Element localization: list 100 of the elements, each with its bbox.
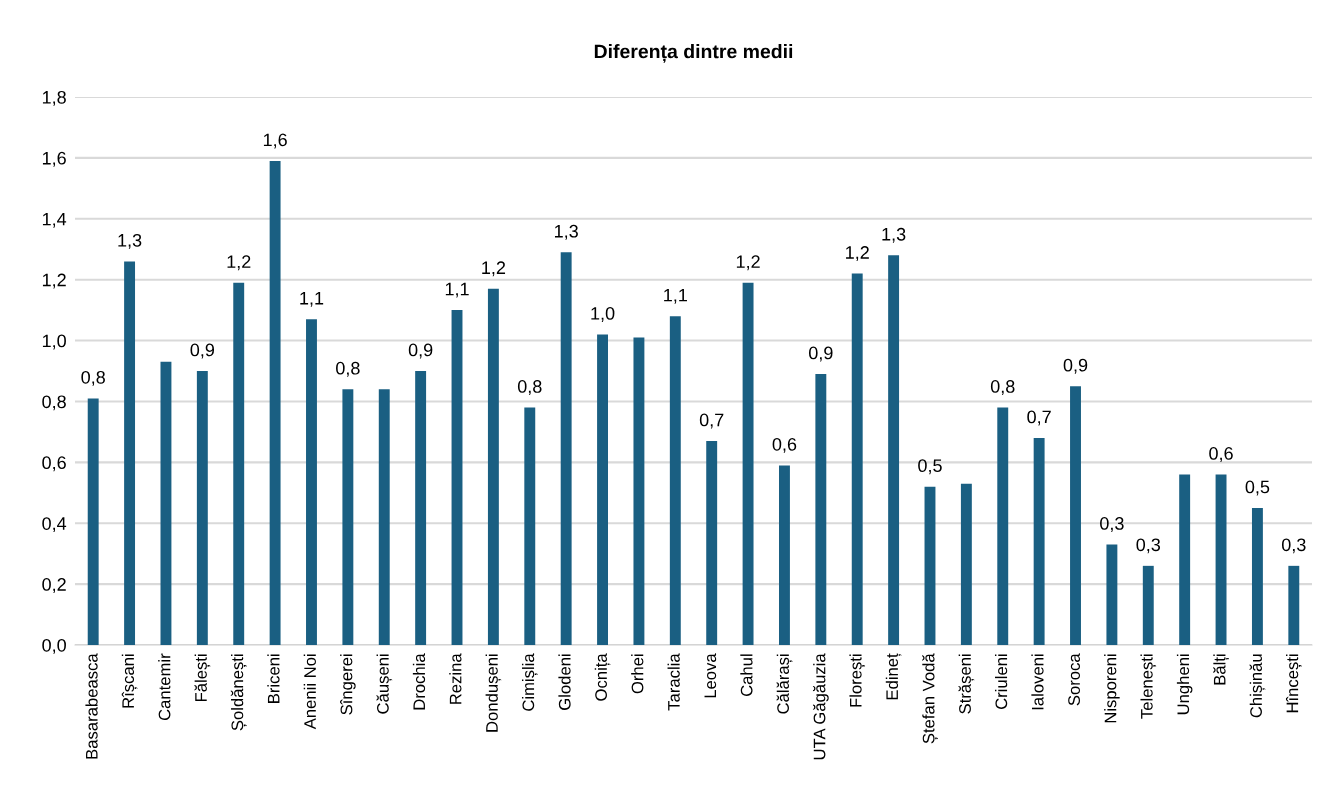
bar (1070, 386, 1081, 645)
bar (706, 441, 718, 645)
data-label: 1,0 (591, 307, 615, 322)
bar (1033, 437, 1045, 645)
y-tick-label: 0,4 (42, 517, 67, 533)
x-tick-label: Hîncești (1285, 654, 1302, 713)
bar (960, 483, 972, 645)
x-tick-label: Telenești (1140, 654, 1157, 719)
x-tick-label: Ialoveni (1031, 654, 1044, 710)
data-label: 0,3 (1281, 538, 1306, 554)
y-tick-label: 1,2 (42, 273, 66, 289)
bar (487, 288, 499, 645)
bar (415, 371, 427, 645)
x-tick-label: Leova (704, 653, 717, 698)
x-tick-label: Drochia (412, 653, 426, 710)
data-label: 0,9 (190, 343, 215, 359)
x-tick-label: Anenii Noi (303, 654, 316, 730)
x-tick-label: Cimișlia (521, 653, 538, 711)
x-tick-label: Basarabeasca (85, 653, 98, 759)
x-tick-label: Cahul (740, 654, 753, 697)
data-label: 1,2 (846, 246, 869, 262)
x-tick-label: Fălești (194, 654, 211, 702)
bar (196, 371, 208, 645)
data-label: 1,2 (736, 255, 760, 271)
bar (633, 337, 645, 645)
x-tick-label: Cantemir (158, 653, 171, 721)
data-label: 0,6 (772, 437, 797, 453)
y-tick-label: 1,0 (42, 334, 66, 350)
bar (1288, 565, 1300, 645)
data-label: 0,9 (408, 343, 433, 359)
x-tick-label: Șoldănești (230, 654, 247, 731)
data-label: 0,9 (1063, 358, 1088, 374)
x-tick-label: Criuleni (994, 654, 1008, 709)
x-tick-label: Orhei (631, 654, 644, 694)
y-tick-label: 0,0 (42, 638, 66, 654)
bar (87, 398, 99, 645)
x-tick-label: Ungheni (1176, 654, 1193, 715)
data-label: 0,6 (1209, 447, 1233, 462)
data-label: 1,3 (118, 233, 142, 249)
x-tick-label: Glodeni (558, 654, 571, 710)
bar (1251, 508, 1263, 645)
data-label: 0,7 (699, 413, 724, 429)
y-tick-label: 1,8 (42, 90, 66, 106)
data-label: 0,7 (1027, 410, 1051, 426)
data-label: 0,3 (1136, 538, 1161, 554)
x-tick-label: UTA Găgăuzia (812, 653, 829, 760)
bar (524, 407, 536, 645)
bar (451, 310, 463, 645)
bar (669, 316, 681, 645)
bar (1142, 565, 1154, 645)
y-tick-label: 1,6 (42, 151, 66, 167)
data-label: 1,1 (664, 288, 687, 304)
y-tick-label: 1,4 (42, 212, 67, 228)
data-label: 1,3 (554, 224, 578, 240)
x-tick-label: Ocnița (594, 653, 611, 701)
bar (233, 282, 245, 645)
x-tick-label: Sîngerei (340, 654, 356, 715)
bar (342, 389, 354, 645)
bar (888, 255, 900, 645)
x-tick-label: Bălți (1213, 654, 1229, 685)
data-label: 1,2 (227, 255, 251, 271)
x-tick-label: Ștefan Vodă (922, 653, 938, 744)
x-tick-label: Rezina (449, 653, 462, 704)
bar (1215, 474, 1227, 645)
data-label: 0,5 (918, 459, 942, 475)
y-tick-label: 0,6 (42, 456, 66, 472)
data-label: 0,5 (1245, 480, 1270, 496)
bar (269, 160, 281, 645)
data-label: 0,8 (336, 361, 360, 377)
x-tick-label: Strășeni (958, 654, 975, 714)
bar (124, 261, 136, 645)
bar (160, 361, 172, 645)
bar (924, 486, 936, 645)
bar (378, 389, 390, 645)
x-tick-label: Rîșcani (121, 654, 138, 708)
bar (815, 374, 827, 645)
data-label: 0,9 (808, 346, 833, 362)
x-tick-label: Călărași (776, 654, 793, 714)
bar (306, 319, 317, 645)
x-tick-label: Chișinău (1249, 654, 1266, 718)
x-tick-label: Florești (849, 654, 866, 707)
bar (779, 465, 790, 645)
bar (1179, 474, 1191, 645)
data-label: 0,8 (517, 380, 542, 395)
chart-title: Diferența dintre medii (594, 44, 793, 63)
data-label: 1,1 (445, 282, 469, 298)
data-label: 0,8 (990, 380, 1015, 395)
y-tick-label: 0,8 (42, 395, 66, 411)
bar (851, 273, 863, 645)
y-tick-label: 0,2 (42, 578, 66, 593)
bar (560, 252, 572, 645)
data-label: 0,3 (1100, 517, 1124, 532)
x-tick-label: Briceni (267, 654, 280, 703)
bar (1106, 544, 1118, 645)
x-tick-label: Nisporeni (1104, 654, 1120, 723)
x-tick-label: Soroca (1068, 653, 1080, 706)
x-tick-label: Dondușeni (485, 654, 502, 732)
data-label: 1,6 (263, 133, 287, 149)
bar (597, 334, 608, 645)
data-label: 1,2 (482, 261, 506, 277)
